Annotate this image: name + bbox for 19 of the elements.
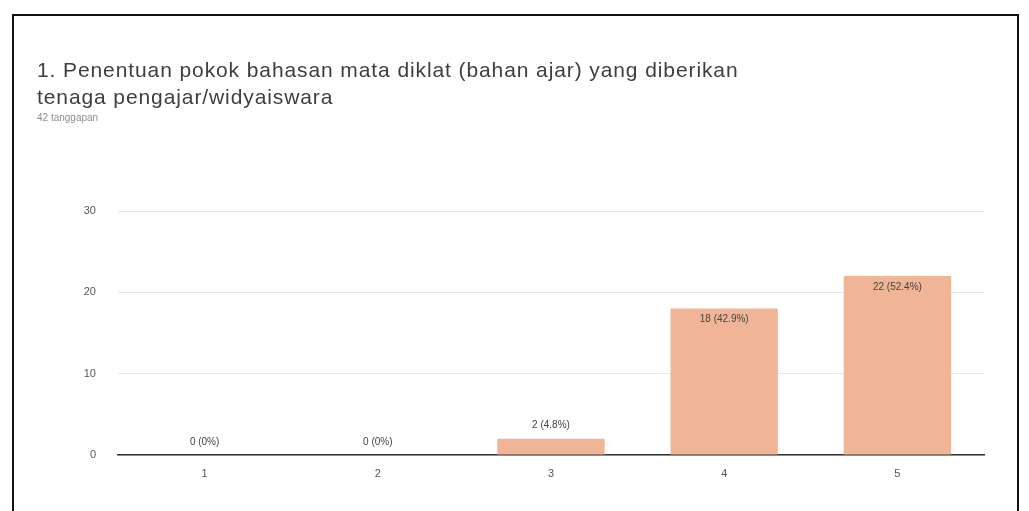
bar	[670, 308, 778, 455]
x-tick-label: 4	[721, 466, 728, 479]
x-tick-label: 1	[201, 466, 208, 479]
bar	[843, 276, 952, 455]
data-label: 0 (0%)	[189, 435, 220, 447]
chart-subtitle: 42 tanggapan	[37, 112, 99, 123]
y-tick-label: 20	[83, 285, 96, 298]
y-tick-label: 30	[83, 204, 96, 217]
x-tick-label: 3	[547, 466, 555, 479]
chart-title: 1. Penentuan pokok bahasan mata diklat (bahan ajar) yang diberikan tenaga pengajar/widyaiswara	[37, 57, 740, 110]
y-tick-label: 10	[83, 366, 96, 379]
bar	[497, 438, 605, 455]
data-label: 22 (52.4%)	[872, 280, 922, 292]
data-label: 0 (0%)	[363, 435, 393, 447]
x-tick-label: 2	[374, 466, 381, 479]
x-tick-label: 5	[894, 466, 901, 479]
data-label: 2 (4.8%)	[532, 419, 570, 431]
y-tick-label: 0	[89, 448, 96, 461]
data-label: 18 (42.9%)	[699, 313, 749, 325]
